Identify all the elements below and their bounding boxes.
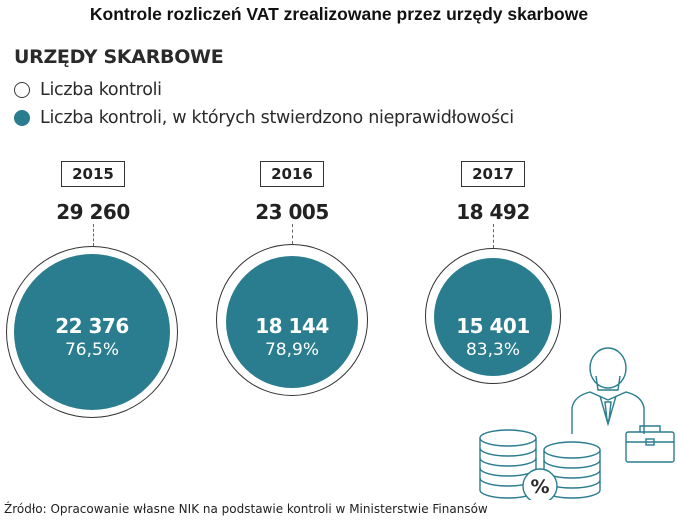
legend-item-total: Liczba kontroli (14, 80, 162, 100)
person-icon (571, 347, 645, 434)
irregular-circle (14, 254, 170, 410)
legend-filled-dot-icon (14, 110, 30, 126)
briefcase-icon (625, 425, 675, 463)
total-value-label: 23 005 (255, 200, 329, 224)
section-label: URZĘDY SKARBOWE (14, 46, 224, 68)
percent-glyph: % (530, 476, 549, 498)
percent-label: 76,5% (64, 340, 119, 360)
year-label: 2015 (61, 161, 125, 187)
connector-line (292, 224, 293, 244)
irregular-value-label: 15 401 (456, 314, 530, 338)
total-value-label: 29 260 (56, 200, 130, 224)
irregular-circle (434, 258, 552, 376)
source-note: Źródło: Opracowanie własne NIK na podsta… (4, 502, 488, 516)
legend-outline-dot-icon (14, 82, 30, 98)
legend-item-irregular: Liczba kontroli, w których stwierdzono n… (14, 108, 514, 128)
illustration: % (479, 347, 675, 500)
percent-label: 83,3% (465, 340, 520, 360)
year-label: 2017 (461, 161, 525, 187)
percent-label: 78,9% (264, 340, 319, 360)
chart-title: Kontrole rozliczeń VAT zrealizowane prze… (89, 4, 589, 24)
coin-stack-icon (479, 429, 601, 499)
legend-label-total: Liczba kontroli (40, 80, 162, 100)
connector-line (493, 224, 494, 248)
irregular-value-label: 18 144 (255, 314, 329, 338)
irregular-circle (226, 256, 358, 388)
irregular-value-label: 22 376 (55, 314, 129, 338)
connector-line (93, 224, 94, 246)
percent-icon: % (522, 468, 558, 500)
legend-label-irregular: Liczba kontroli, w których stwierdzono n… (40, 108, 514, 128)
total-value-label: 18 492 (456, 200, 530, 224)
year-label: 2016 (260, 161, 324, 187)
